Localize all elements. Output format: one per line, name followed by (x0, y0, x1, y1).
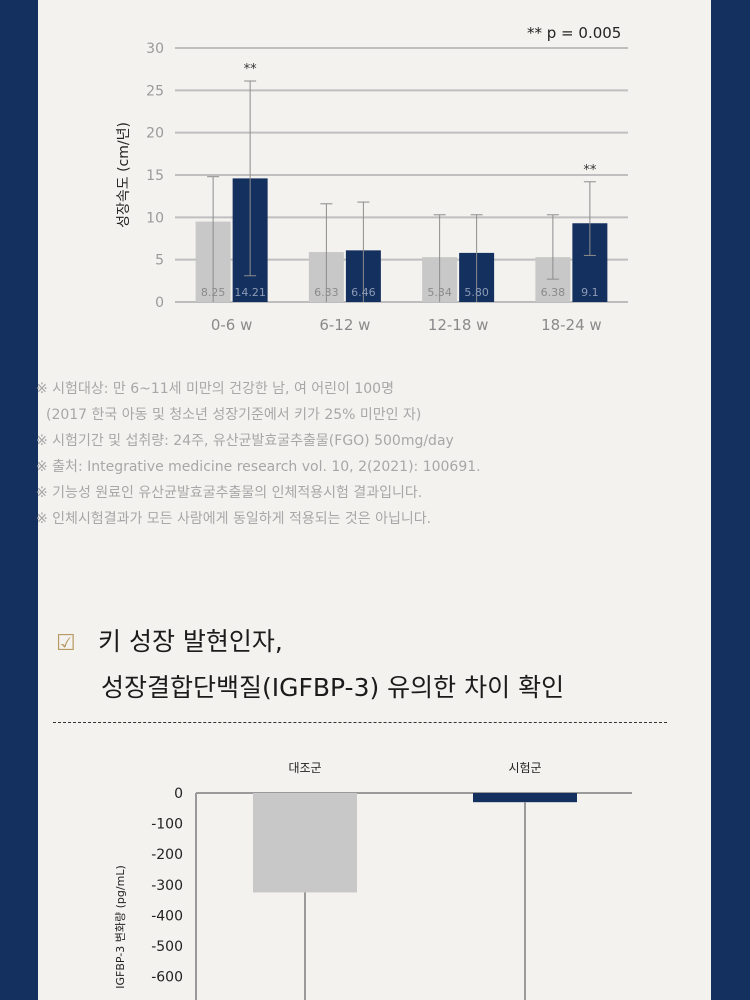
category-label: 시험군 (508, 761, 541, 775)
data-label: 5.34 (427, 286, 452, 299)
heading-line-1: 키 성장 발현인자, (98, 627, 283, 656)
note-line: ※ 출처: Integrative medicine research vol.… (36, 459, 481, 475)
data-label: 5.80 (464, 286, 489, 299)
note-line: ※ 기능성 원료인 유산균발효굴추출물의 인체적용시험 결과입니다. (36, 485, 423, 501)
note-line: ※ 시험대상: 만 6~11세 미만의 건강한 남, 여 어린이 100명 (36, 381, 394, 397)
y-tick-label: 20 (146, 126, 164, 142)
y-tick-label: -500 (151, 939, 183, 955)
significance-mark: ** (244, 62, 258, 77)
y-tick-label: -400 (151, 908, 183, 924)
bar (473, 793, 577, 803)
data-label: 6.46 (351, 286, 376, 299)
data-label: 14.21 (234, 286, 266, 299)
data-label: 8.25 (201, 286, 226, 299)
y-tick-label: 30 (146, 41, 164, 57)
x-tick-label: 6-12 w (319, 316, 370, 334)
y-axis-label: 성장속도 (cm/년) (116, 122, 132, 228)
y-axis-label: IGFBP-3 변화량 (pg/mL) (114, 865, 127, 988)
growth-rate-chart: ** p = 0.005 성장속도 (cm/년) 0 5 10 15 20 25 30 0-… (116, 24, 628, 334)
x-tick-label: 12-18 w (428, 316, 489, 334)
note-line: (2017 한국 아동 및 청소년 성장기준에서 키가 25% 미만인 자) (46, 407, 422, 423)
igfbp3-chart: IGFBP-3 변화량 (pg/mL) 0 -100 -200 -300 -400 -50… (114, 761, 632, 1000)
x-tick-label: 0-6 w (211, 316, 253, 334)
note-line: ※ 인체시험결과가 모든 사람에게 동일하게 적용되는 것은 아닙니다. (36, 511, 432, 527)
heading-line-2: 성장결합단백질(IGFBP-3) 유의한 차이 확인 (101, 673, 565, 702)
y-tick-label: -600 (151, 970, 183, 986)
content-panel (38, 0, 711, 1000)
data-label: 6.38 (541, 286, 566, 299)
significance-mark: ** (583, 163, 597, 178)
y-tick-label: 10 (146, 210, 164, 226)
data-label: 6.33 (314, 286, 339, 299)
y-tick-label: -100 (151, 817, 183, 833)
checkbox-check-icon: ☑ (56, 631, 76, 656)
y-tick-label: 0 (174, 786, 183, 802)
y-tick-label: 0 (155, 295, 164, 311)
data-label: 9.1 (581, 286, 599, 299)
y-tick-label: 5 (155, 253, 164, 269)
significance-annotation: ** p = 0.005 (527, 24, 621, 42)
study-notes: ※ 시험대상: 만 6~11세 미만의 건강한 남, 여 어린이 100명 (2… (36, 376, 636, 532)
bar (253, 793, 357, 893)
y-tick-label: -200 (151, 847, 183, 863)
note-line: ※ 시험기간 및 섭취량: 24주, 유산균발효굴추출물(FGO) 500mg/… (36, 433, 454, 449)
dashed-divider (53, 722, 667, 723)
y-tick-label: 15 (146, 168, 164, 184)
x-tick-label: 18-24 w (541, 316, 602, 334)
section-heading: ☑ 키 성장 발현인자, 성장결합단백질(IGFBP-3) 유의한 차이 확인 (56, 620, 656, 710)
category-label: 대조군 (288, 761, 321, 775)
y-tick-label: -300 (151, 878, 183, 894)
y-tick-label: 25 (146, 83, 164, 99)
